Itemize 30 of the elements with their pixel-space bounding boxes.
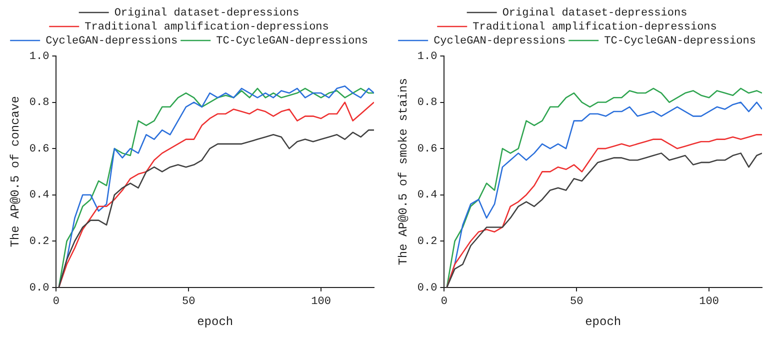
x-tick-label: 0	[440, 296, 448, 308]
x-tick-label: 100	[311, 296, 331, 308]
y-tick-label: 1.0	[417, 50, 438, 63]
y-tick-label: 0.4	[29, 190, 50, 202]
legend-label: Traditional amplification-depressions	[472, 21, 717, 34]
x-axis-title: epoch	[197, 314, 234, 329]
legend-label: TC-CycleGAN-depressions	[604, 35, 756, 48]
legend-label: CycleGAN-depressions	[46, 35, 178, 48]
y-tick-label: 1.0	[29, 50, 50, 63]
y-tick-label: 0.6	[29, 143, 50, 156]
x-tick-label: 100	[699, 296, 719, 308]
x-tick-label: 0	[52, 296, 60, 308]
y-tick-label: 0.2	[417, 236, 438, 248]
legend-label: Traditional amplification-depressions	[84, 21, 329, 34]
y-tick-label: 0.4	[417, 190, 438, 202]
y-tick-label: 0.2	[29, 236, 50, 248]
y-tick-label: 0.8	[29, 97, 50, 110]
x-tick-label: 50	[570, 296, 584, 308]
y-axis-title: The AP@0.5 of concave	[8, 96, 22, 248]
x-axis-title: epoch	[585, 314, 622, 329]
y-tick-label: 0.0	[29, 282, 50, 294]
legend-label: Original dataset-depressions	[502, 7, 688, 20]
legend-label: CycleGAN-depressions	[434, 35, 566, 48]
legend-label: TC-CycleGAN-depressions	[216, 35, 368, 48]
x-tick-label: 50	[182, 296, 196, 308]
legend-label: Original dataset-depressions	[114, 7, 300, 20]
y-tick-label: 0.0	[417, 282, 438, 294]
y-axis-title: The AP@0.5 of smoke stains	[396, 78, 410, 266]
y-tick-label: 0.8	[417, 97, 438, 110]
y-tick-label: 0.6	[417, 143, 438, 156]
